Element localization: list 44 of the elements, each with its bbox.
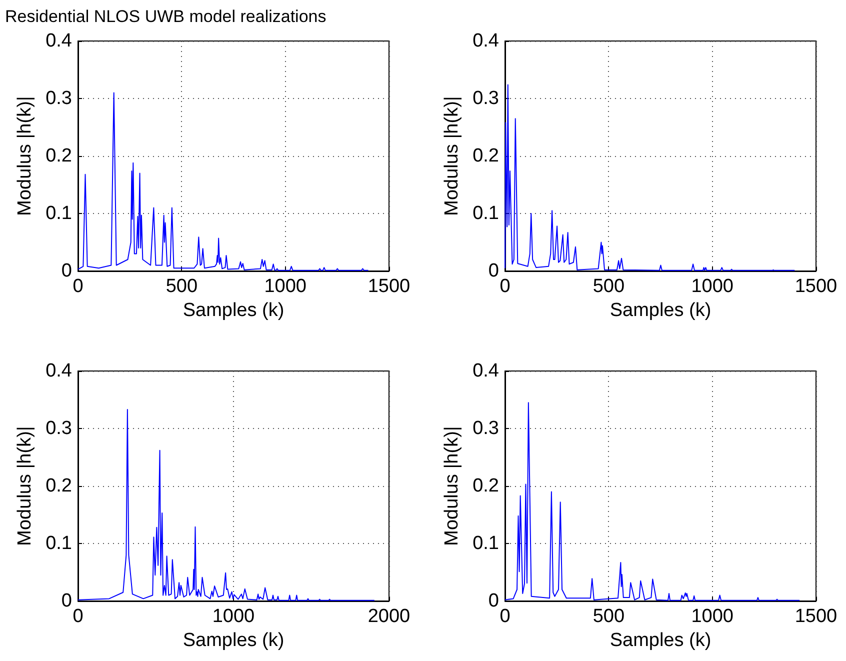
y-tick-label: 0.4	[472, 360, 500, 382]
y-tick-label: 0.1	[46, 203, 72, 224]
x-tick-label: 500	[592, 276, 625, 297]
y-tick-label: 0.1	[472, 533, 499, 554]
line-series	[78, 92, 369, 271]
x-tick-label: 2000	[368, 606, 410, 627]
line-series	[504, 402, 800, 601]
x-tick-label: 1500	[368, 276, 410, 297]
x-tick-label: 1500	[794, 276, 838, 297]
x-axis-title: Samples (k)	[610, 300, 712, 321]
y-tick-label: 0.4	[46, 360, 72, 382]
x-tick-label: 1000	[691, 276, 734, 297]
y-axis-title: Modulus |h(k)|	[14, 96, 36, 216]
y-axis-title: Modulus |h(k)|	[442, 426, 463, 546]
chart-title: Residential NLOS UWB model realizations	[5, 7, 326, 26]
line-series	[78, 409, 375, 601]
y-axis-title: Modulus |h(k)|	[442, 96, 463, 216]
y-tick-label: 0	[61, 590, 72, 612]
y-tick-label: 0.1	[46, 533, 72, 554]
y-tick-label: 0	[488, 590, 499, 612]
x-tick-label: 1500	[794, 606, 838, 627]
y-tick-label: 0.2	[46, 146, 72, 166]
x-tick-label: 1000	[212, 606, 255, 627]
y-tick-label: 0.3	[472, 88, 499, 109]
x-tick-label: 500	[166, 276, 198, 297]
x-axis-title: Samples (k)	[182, 630, 284, 651]
x-axis-title: Samples (k)	[182, 300, 284, 321]
y-tick-label: 0.1	[472, 203, 499, 224]
y-tick-label: 0.2	[472, 476, 499, 496]
y-tick-label: 0.4	[46, 30, 72, 52]
line-series	[504, 84, 796, 271]
y-axis-title: Modulus |h(k)|	[14, 426, 36, 546]
x-tick-label: 1000	[691, 606, 734, 627]
y-tick-label: 0	[61, 260, 72, 282]
y-tick-label: 0	[488, 260, 499, 282]
x-axis-title: Samples (k)	[610, 630, 712, 651]
y-tick-label: 0.3	[46, 88, 72, 109]
x-tick-label: 500	[592, 606, 625, 627]
x-tick-label: 1000	[264, 276, 306, 297]
y-tick-label: 0.3	[46, 418, 72, 439]
y-tick-label: 0.4	[472, 30, 500, 52]
y-tick-label: 0.2	[472, 146, 499, 166]
y-tick-label: 0.3	[472, 418, 499, 439]
y-tick-label: 0.2	[46, 476, 72, 496]
